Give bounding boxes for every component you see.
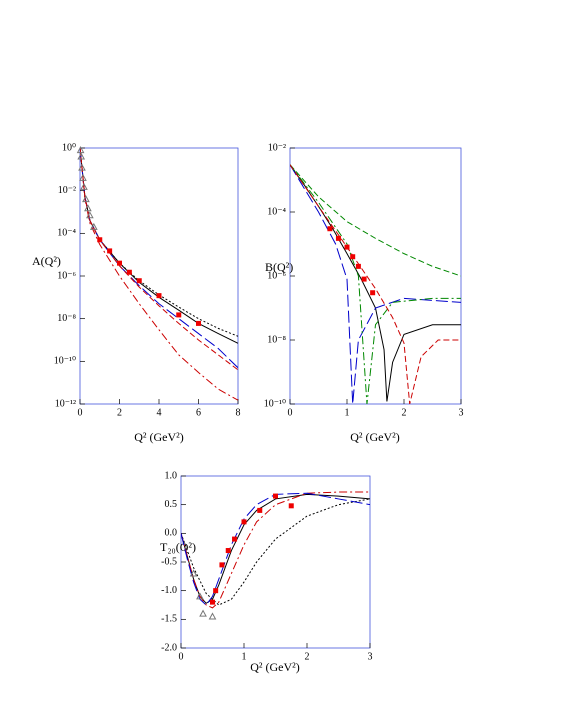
x-tick-label: 0 xyxy=(179,651,184,662)
x-tick-label: 3 xyxy=(459,407,464,418)
y-tick-label: 10⁻² xyxy=(58,185,76,196)
data-point xyxy=(273,493,278,499)
curve xyxy=(80,148,238,369)
y-axis-label: B(Q²) xyxy=(265,260,293,274)
y-tick-label: 10⁻¹⁰ xyxy=(264,398,286,409)
data-point xyxy=(213,588,219,594)
x-tick-label: 6 xyxy=(196,407,201,418)
data-point xyxy=(288,503,294,509)
data-point xyxy=(76,146,85,154)
y-tick-label: -2.0 xyxy=(161,642,177,653)
plot-frame xyxy=(79,147,239,405)
curve xyxy=(290,164,461,404)
x-tick-label: 0 xyxy=(288,407,293,418)
data-point xyxy=(86,211,94,219)
curve xyxy=(290,164,461,404)
y-tick-label: 1.0 xyxy=(165,470,178,481)
data-point xyxy=(350,254,356,260)
data-point xyxy=(355,263,361,269)
y-tick-label: 10⁻⁸ xyxy=(57,313,76,324)
x-tick-label: 2 xyxy=(305,651,310,662)
y-tick-label: -0.5 xyxy=(161,556,177,567)
data-point xyxy=(232,536,238,542)
data-point xyxy=(84,204,92,212)
data-point xyxy=(107,248,113,254)
y-tick-label: 10⁻⁶ xyxy=(57,270,76,281)
data-point xyxy=(79,173,87,181)
data-point xyxy=(196,320,201,326)
x-axis-label: Q² (GeV²) xyxy=(350,430,400,444)
data-point xyxy=(225,548,231,554)
y-tick-label: -1.5 xyxy=(161,614,177,625)
data-point xyxy=(176,312,182,318)
data-point xyxy=(97,237,103,243)
curve xyxy=(290,164,461,402)
y-tick-label: 10⁻⁸ xyxy=(267,334,286,345)
data-point xyxy=(335,235,341,241)
data-point xyxy=(219,562,225,568)
data-point xyxy=(89,222,98,230)
curve xyxy=(80,148,238,337)
y-axis-label: A(Q²) xyxy=(32,254,61,268)
data-point xyxy=(199,609,207,617)
curve xyxy=(181,498,370,606)
data-point xyxy=(208,612,217,620)
x-axis-label: Q² (GeV²) xyxy=(250,660,300,674)
plot-frame xyxy=(180,475,371,649)
x-tick-label: 4 xyxy=(157,407,162,418)
data-point xyxy=(241,519,247,525)
data-point xyxy=(117,260,122,266)
curve xyxy=(290,164,461,277)
data-point xyxy=(344,244,350,250)
y-tick-label: 10⁻⁴ xyxy=(57,228,76,239)
curve xyxy=(80,148,238,401)
y-tick-label: -1.0 xyxy=(161,585,177,596)
y-tick-label: 0.0 xyxy=(165,528,178,539)
data-point xyxy=(327,226,333,232)
x-tick-label: 0 xyxy=(78,407,83,418)
curve xyxy=(80,148,238,371)
data-point xyxy=(210,599,215,605)
data-point xyxy=(82,195,90,203)
x-tick-label: 8 xyxy=(236,407,241,418)
curve xyxy=(181,491,370,609)
curve xyxy=(181,493,370,604)
y-tick-label: 0.5 xyxy=(165,499,178,510)
y-tick-label: 10⁻⁴ xyxy=(267,206,286,217)
x-tick-label: 2 xyxy=(117,407,122,418)
y-tick-label: 10⁰ xyxy=(62,142,76,153)
data-point xyxy=(136,278,142,284)
y-tick-label: 10⁻⁶ xyxy=(267,270,286,281)
data-point xyxy=(80,182,88,190)
y-tick-label: 10⁻¹² xyxy=(55,398,76,409)
y-tick-label: 10⁻¹⁰ xyxy=(54,356,76,367)
data-point xyxy=(370,290,376,296)
curve xyxy=(181,492,370,606)
data-point xyxy=(78,163,86,171)
x-axis-label: Q² (GeV²) xyxy=(134,430,184,444)
y-tick-label: 10⁻² xyxy=(268,142,286,153)
data-point xyxy=(257,507,263,513)
data-point xyxy=(196,592,204,600)
x-tick-label: 1 xyxy=(345,407,350,418)
y-axis-label: T₂₀(Q²) xyxy=(160,540,196,554)
curve xyxy=(290,164,461,404)
data-point xyxy=(126,269,132,275)
data-point xyxy=(189,569,198,577)
plot-frame xyxy=(289,147,462,405)
data-point xyxy=(156,293,162,299)
data-point xyxy=(77,152,86,160)
data-point xyxy=(361,276,367,282)
x-tick-label: 3 xyxy=(368,651,373,662)
x-tick-label: 2 xyxy=(402,407,407,418)
x-tick-label: 1 xyxy=(242,651,247,662)
